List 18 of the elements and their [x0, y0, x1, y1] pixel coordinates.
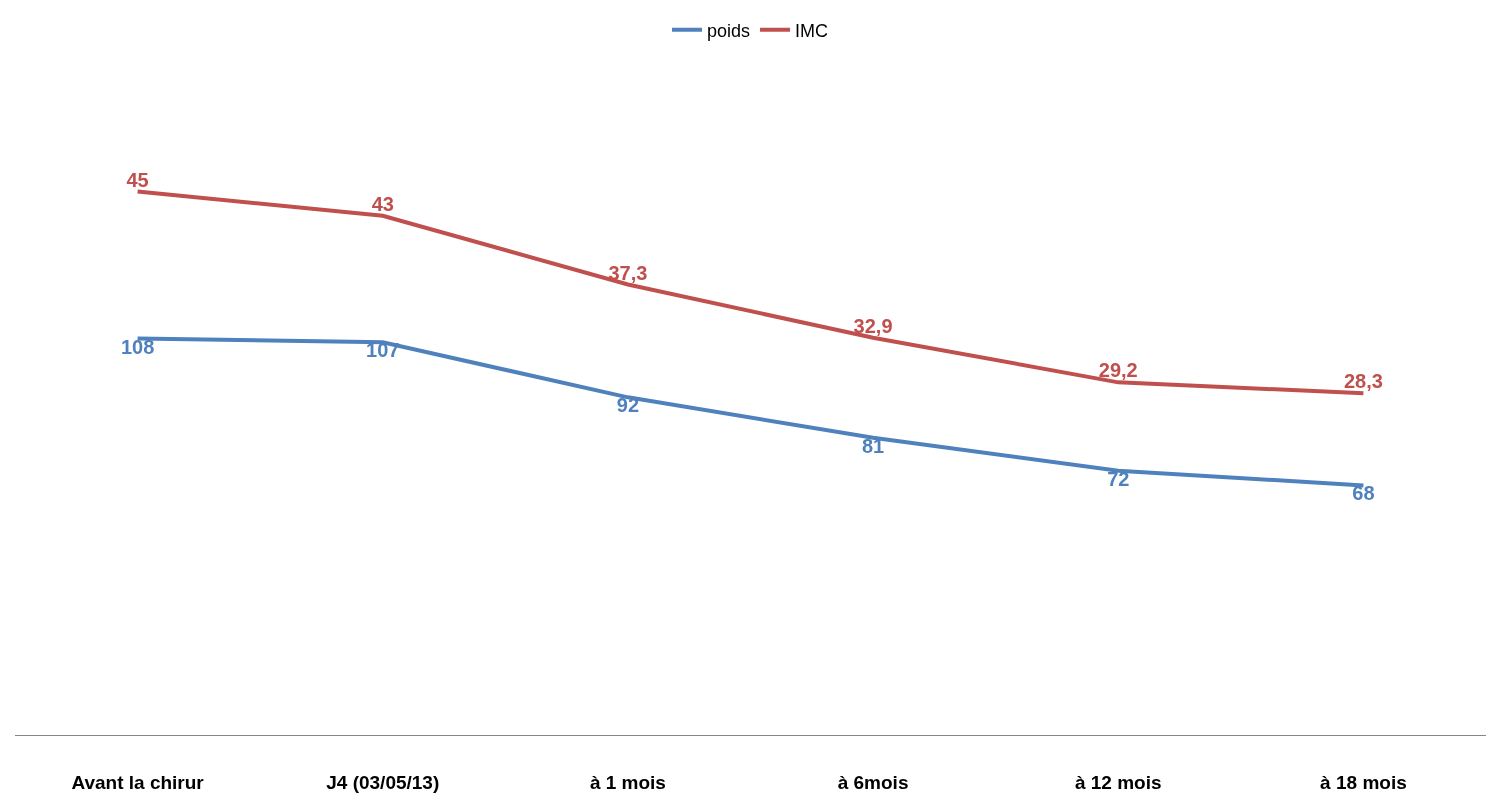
- x-tick-label: Avant la chirur: [71, 771, 205, 793]
- legend-label: IMC: [795, 20, 829, 41]
- data-label: 81: [861, 434, 885, 457]
- data-label: 45: [126, 168, 149, 191]
- data-label: 29,2: [1098, 359, 1138, 382]
- x-tick-label: à 6mois: [837, 771, 909, 793]
- data-label: 32,9: [853, 314, 893, 337]
- x-tick-label: à 18 mois: [1320, 771, 1407, 793]
- data-label: 37,3: [608, 261, 648, 284]
- x-tick-label: à 12 mois: [1074, 771, 1162, 793]
- data-label: 108: [120, 335, 155, 358]
- x-tick-label: J4 (03/05/13): [326, 771, 440, 793]
- x-tick-label: à 1 mois: [589, 771, 666, 793]
- legend-label: poids: [707, 20, 751, 41]
- data-label: 72: [1107, 467, 1130, 490]
- data-label: 43: [371, 192, 394, 215]
- data-label: 28,3: [1343, 370, 1383, 393]
- data-label: 68: [1352, 482, 1375, 505]
